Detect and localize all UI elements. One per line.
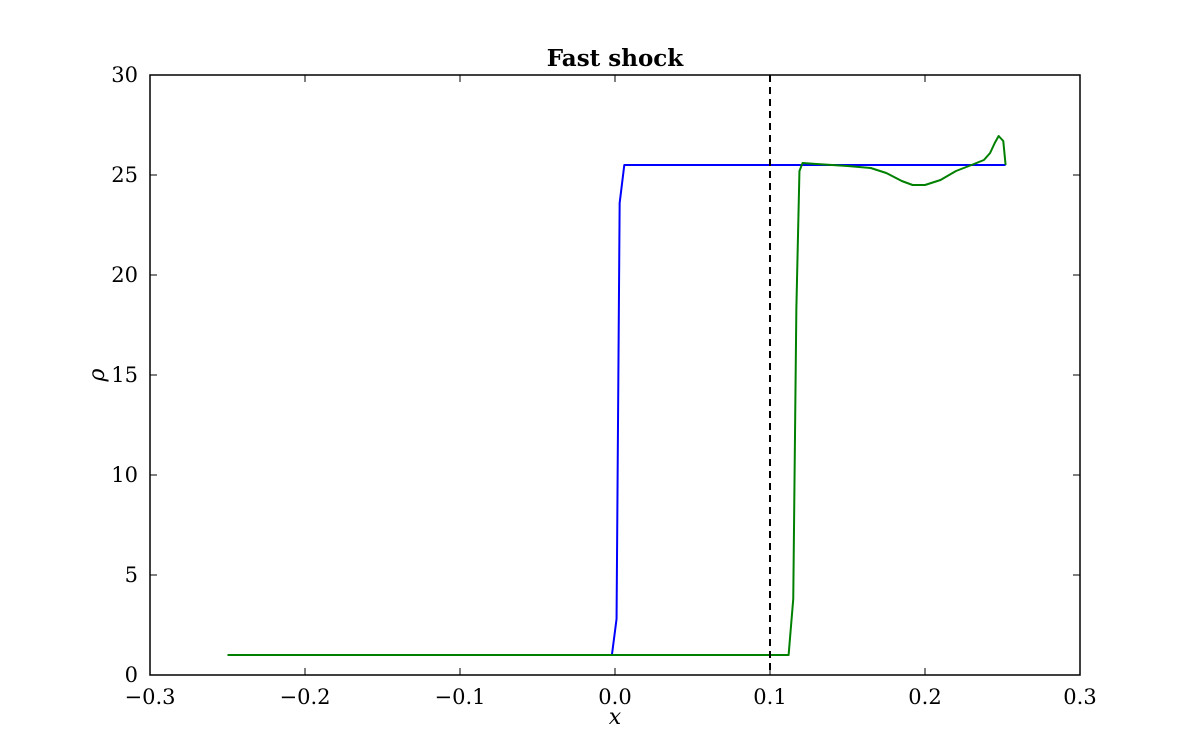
y-tick-label: 5 — [125, 563, 138, 587]
y-tick-label: 15 — [111, 363, 138, 387]
x-tick-label: −0.3 — [125, 685, 176, 709]
x-tick-label: −0.1 — [435, 685, 486, 709]
series-line-2 — [227, 135, 1007, 656]
plot-area — [227, 75, 1007, 675]
x-axis-label: x — [609, 705, 622, 730]
y-tick-label: 0 — [125, 663, 138, 687]
x-tick-label: −0.2 — [280, 685, 331, 709]
axis-ticks: −0.3 −0.2 −0.1 0.0 0.1 0.2 0.3 0 5 10 15 20 25 30 — [111, 63, 1096, 709]
y-tick-label: 30 — [111, 63, 138, 87]
x-tick-label: 0.2 — [908, 685, 941, 709]
y-tick-label: 25 — [111, 163, 138, 187]
series-line-1 — [227, 164, 1006, 656]
x-tick-label: 0.0 — [598, 685, 631, 709]
x-tick-label: 0.1 — [753, 685, 786, 709]
x-tick-label: 0.3 — [1063, 685, 1096, 709]
y-tick-label: 20 — [111, 263, 138, 287]
chart-title: Fast shock — [547, 45, 685, 72]
y-tick-label: 10 — [111, 463, 138, 487]
y-axis-label: ρ — [85, 368, 110, 382]
